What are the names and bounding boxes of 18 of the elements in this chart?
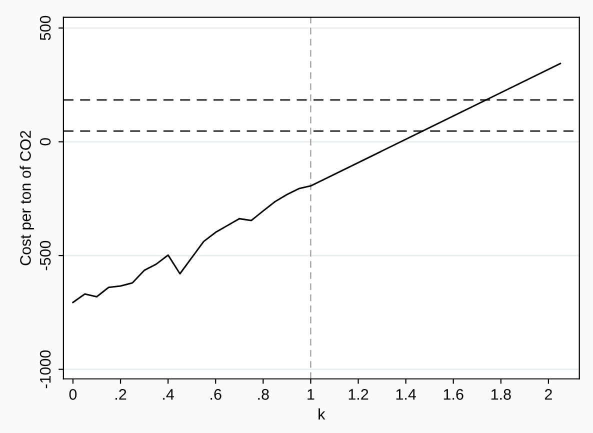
x-tick-label: 1.6 [444,389,464,400]
x-tick-label: 1.2 [348,389,368,400]
x-tick-label: .4 [163,389,174,400]
line-series [72,62,562,304]
x-axis-title: k [318,408,326,420]
x-tick-label: 1.4 [396,389,416,400]
x-tick-label: .6 [210,389,222,400]
x-tick-label: 0 [69,389,77,400]
x-tick-label: 2 [544,389,552,400]
y-tick-label: 500 [40,16,51,40]
x-tick-label: .8 [258,389,269,400]
x-tick-label: 1.8 [491,389,511,400]
x-tick-label: .2 [116,389,126,400]
y-tick-label: -500 [40,240,51,270]
y-tick-label: 0 [40,138,51,146]
y-axis-title: Cost per ton of CO2 [20,130,34,266]
y-tick-label: -1000 [40,350,51,388]
x-tick-label: 1 [308,389,314,400]
